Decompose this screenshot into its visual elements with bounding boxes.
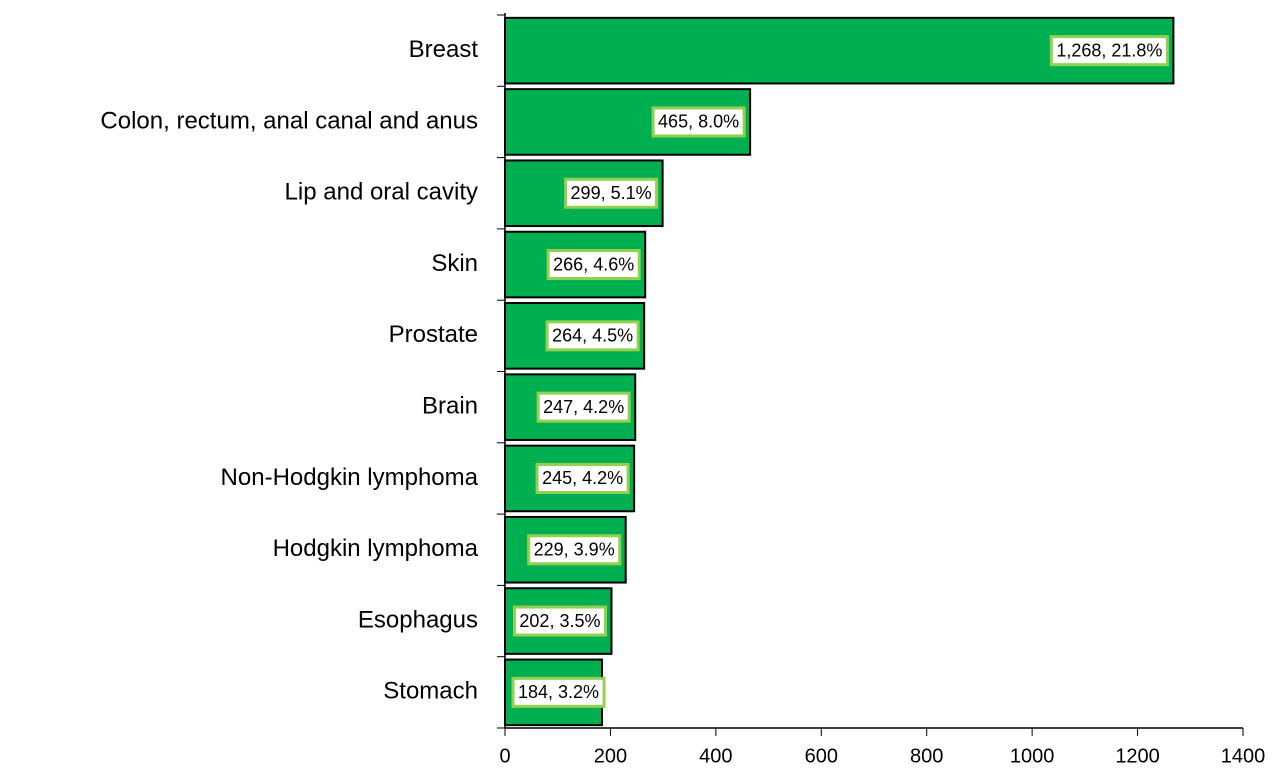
y-tick-label: Skin — [431, 250, 478, 277]
data-label-box — [1049, 35, 1169, 67]
data-label: 264, 4.5% — [552, 326, 633, 346]
y-tick-label: Stomach — [383, 678, 478, 705]
x-tick-label: 1000 — [1010, 745, 1055, 767]
data-label: 229, 3.9% — [534, 540, 615, 560]
data-label-box — [511, 676, 606, 708]
data-label-box — [536, 391, 631, 423]
x-tick-label: 0 — [499, 745, 510, 767]
data-label-box — [564, 177, 659, 209]
data-label-box — [512, 605, 607, 637]
y-tick-label: Esophagus — [358, 606, 478, 633]
data-label-box — [527, 534, 622, 566]
data-label: 202, 3.5% — [519, 611, 600, 631]
y-tick-label: Lip and oral cavity — [285, 179, 478, 206]
data-label-box — [546, 249, 641, 281]
x-tick-label: 600 — [805, 745, 838, 767]
x-tick-label: 1400 — [1221, 745, 1266, 767]
y-tick-label: Breast — [409, 36, 479, 63]
data-label: 247, 4.2% — [543, 397, 624, 417]
data-label: 245, 4.2% — [542, 468, 623, 488]
x-tick-label: 200 — [594, 745, 627, 767]
x-tick-label: 800 — [910, 745, 943, 767]
x-tick-label: 1200 — [1115, 745, 1160, 767]
data-label: 1,268, 21.8% — [1056, 40, 1162, 60]
data-label-box — [651, 106, 746, 138]
y-tick-label: Colon, rectum, anal canal and anus — [100, 107, 478, 134]
data-label: 299, 5.1% — [571, 183, 652, 203]
y-tick-label: Brain — [422, 392, 478, 419]
y-tick-label: Non-Hodgkin lymphoma — [221, 464, 479, 491]
x-tick-label: 400 — [699, 745, 732, 767]
y-tick-label: Hodgkin lymphoma — [273, 535, 479, 562]
data-label: 465, 8.0% — [658, 112, 739, 132]
data-label-box — [535, 462, 630, 494]
y-tick-label: Prostate — [389, 321, 478, 348]
data-label: 184, 3.2% — [518, 682, 599, 702]
data-label: 266, 4.6% — [553, 254, 634, 274]
data-label-box — [545, 320, 640, 352]
